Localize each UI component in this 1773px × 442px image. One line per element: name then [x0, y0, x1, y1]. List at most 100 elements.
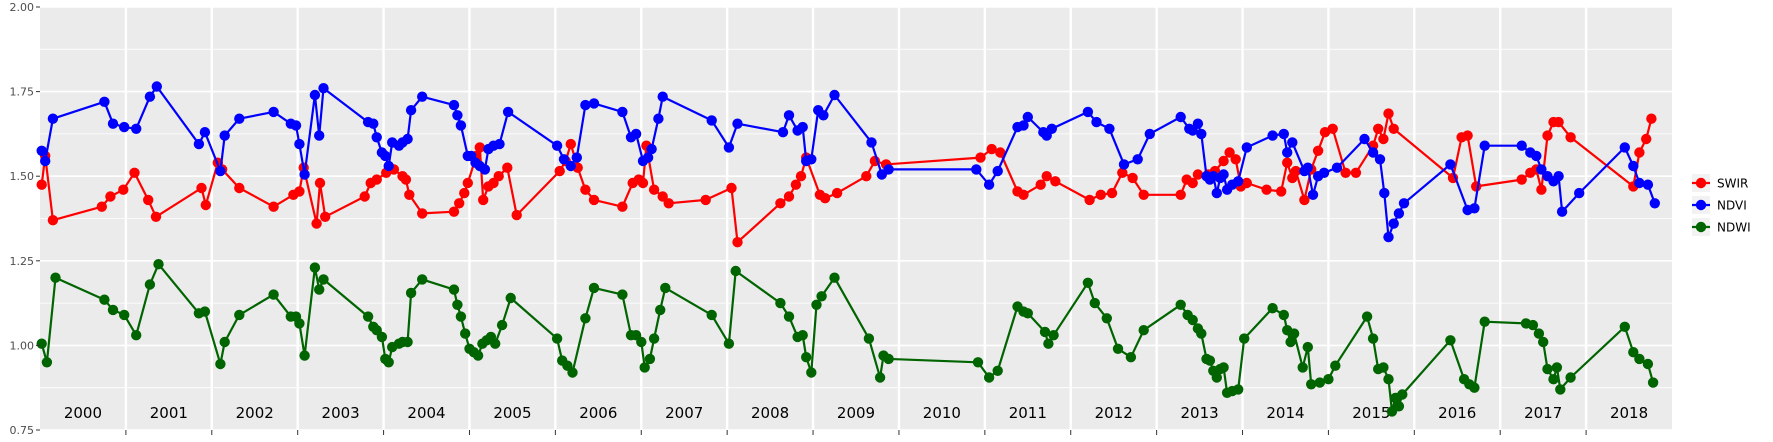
data-point-ndwi	[801, 352, 812, 363]
data-point-ndvi	[47, 113, 59, 124]
data-point-ndvi	[1359, 133, 1370, 145]
data-point-ndwi	[639, 362, 650, 373]
data-point-ndvi	[1278, 128, 1290, 140]
series-ndvi	[36, 81, 1661, 243]
data-point-swir	[1312, 145, 1324, 156]
data-point-ndvi	[732, 118, 743, 129]
data-point-swir	[1290, 165, 1302, 177]
data-point-ndvi	[565, 160, 576, 172]
data-point-ndwi	[660, 282, 671, 294]
data-point-ndwi	[1479, 316, 1490, 327]
data-point-ndvi	[219, 130, 230, 141]
data-point-ndwi	[234, 309, 245, 321]
data-point-ndvi	[580, 99, 591, 111]
data-point-swir	[657, 191, 668, 202]
data-point-swir	[1471, 181, 1482, 192]
data-point-ndvi	[1642, 179, 1654, 190]
data-point-swir	[1388, 123, 1399, 134]
data-point-swir	[1241, 177, 1253, 189]
data-point-ndwi	[1533, 328, 1545, 339]
data-point-swir	[1634, 147, 1645, 158]
data-point-swir	[1138, 189, 1149, 200]
legend-key-point	[1695, 221, 1707, 233]
year-label: 2010	[923, 404, 961, 422]
data-point-ndvi	[448, 99, 460, 111]
data-point-swir	[150, 211, 162, 222]
data-point-ndvi	[494, 138, 505, 150]
data-point-ndwi	[41, 357, 53, 368]
year-label: 2001	[150, 404, 188, 422]
year-label: 2008	[751, 404, 789, 422]
data-point-ndwi	[1288, 328, 1300, 339]
data-point-ndwi	[1125, 352, 1137, 363]
data-point-ndvi	[1388, 218, 1399, 229]
data-point-ndvi	[642, 152, 654, 163]
data-point-ndvi	[452, 110, 463, 121]
data-point-ndvi	[40, 155, 51, 167]
data-point-ndvi	[1241, 142, 1253, 153]
data-point-ndvi	[1046, 123, 1058, 134]
data-point-ndwi	[1642, 358, 1654, 370]
data-point-ndvi	[797, 121, 808, 133]
data-point-ndwi	[723, 338, 735, 349]
data-point-ndwi	[99, 294, 110, 305]
data-point-ndwi	[1469, 382, 1480, 393]
data-point-ndwi	[1285, 336, 1296, 348]
data-point-swir	[995, 147, 1006, 158]
data-point-swir	[36, 179, 47, 190]
y-tick-label: 1.00	[10, 339, 35, 352]
data-point-ndwi	[50, 272, 61, 283]
data-point-swir	[462, 177, 473, 189]
data-point-ndvi	[479, 164, 491, 175]
data-point-ndwi	[452, 299, 463, 310]
data-point-swir	[1299, 194, 1310, 206]
data-point-ndwi	[1297, 362, 1308, 373]
data-point-ndvi	[151, 81, 162, 92]
data-point-ndvi	[571, 152, 582, 163]
year-label: 2006	[579, 404, 617, 422]
data-point-swir	[118, 184, 129, 195]
legend-label: SWIR	[1717, 177, 1748, 191]
data-point-ndwi	[588, 282, 600, 294]
data-point-ndwi	[144, 279, 156, 290]
data-point-ndwi	[1048, 330, 1059, 341]
data-point-swir	[663, 198, 674, 209]
data-point-swir	[320, 211, 331, 222]
data-point-swir	[588, 194, 600, 206]
data-point-ndwi	[294, 318, 305, 329]
data-point-swir	[617, 201, 628, 212]
data-point-swir	[819, 193, 831, 204]
data-point-ndvi	[1267, 130, 1278, 141]
data-point-ndvi	[405, 105, 417, 116]
data-point-ndvi	[368, 118, 379, 129]
data-point-ndvi	[1531, 150, 1542, 162]
data-point-ndvi	[294, 138, 305, 150]
data-point-ndwi	[783, 311, 795, 322]
data-point-swir	[105, 191, 116, 202]
data-point-swir	[294, 186, 305, 197]
data-point-ndvi	[1383, 231, 1394, 243]
data-point-swir	[1218, 155, 1229, 167]
data-point-ndwi	[405, 287, 417, 299]
data-point-ndvi	[314, 130, 325, 141]
data-point-ndwi	[1138, 325, 1149, 336]
data-point-swir	[783, 191, 795, 202]
data-point-ndwi	[299, 350, 310, 361]
data-point-ndvi	[1536, 164, 1547, 175]
data-point-swir	[648, 184, 660, 195]
data-point-ndvi	[806, 154, 817, 165]
data-point-ndwi	[215, 358, 226, 370]
data-point-ndvi	[883, 164, 894, 175]
legend-item-swir: SWIR	[1692, 174, 1748, 192]
year-label: 2015	[1352, 404, 1390, 422]
data-point-ndwi	[551, 333, 563, 344]
data-point-swir	[790, 179, 802, 190]
data-point-ndvi	[36, 145, 47, 156]
data-point-ndwi	[636, 336, 647, 348]
data-point-swir	[831, 187, 843, 199]
data-point-ndvi	[199, 127, 211, 138]
data-point-ndwi	[655, 304, 666, 316]
y-tick-label: 0.75	[10, 424, 35, 437]
data-point-ndwi	[1022, 308, 1033, 319]
